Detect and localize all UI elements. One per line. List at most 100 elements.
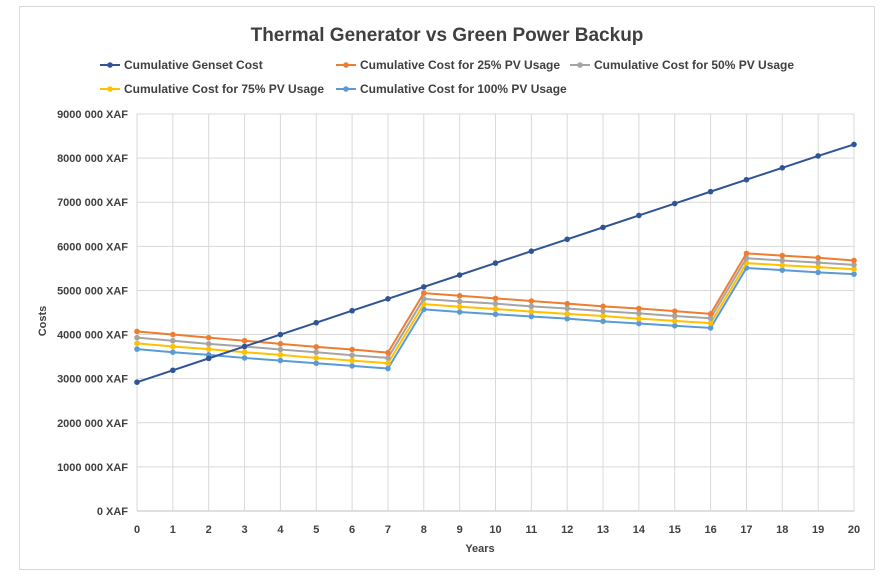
data-point (492, 300, 499, 307)
data-point (241, 355, 248, 361)
data-point (170, 367, 176, 374)
series-0 (134, 141, 857, 385)
x-tick-label: 19 (812, 524, 824, 536)
y-tick-label: 2000 000 XAF (57, 418, 128, 430)
y-axis-ticks: 0 XAF 1000 000 XAF 2000 000 XAF 3000 000 XA… (57, 109, 128, 518)
legend-label: Cumulative Cost for 25% PV Usage (360, 58, 560, 72)
legend-label: Cumulative Genset Cost (124, 58, 263, 72)
legend-item: Cumulative Cost for 100% PV Usage (336, 82, 567, 96)
data-point (456, 309, 463, 315)
y-tick-label: 7000 000 XAF (57, 197, 128, 209)
x-tick-label: 13 (597, 524, 609, 536)
data-point (241, 337, 248, 344)
y-axis-title: Costs (37, 306, 49, 337)
data-point (779, 267, 786, 273)
data-point (421, 290, 427, 296)
data-point (385, 296, 391, 302)
x-tick-label: 20 (848, 524, 860, 536)
data-point (564, 315, 570, 322)
data-point (313, 360, 320, 367)
data-point (779, 252, 786, 259)
data-point (815, 264, 821, 270)
legend-swatch-marker (107, 86, 113, 92)
y-tick-label: 8000 000 XAF (57, 153, 128, 165)
data-point (528, 248, 535, 254)
x-tick-label: 4 (277, 524, 284, 536)
data-point (600, 318, 606, 325)
x-tick-label: 9 (457, 524, 463, 536)
y-tick-label: 9000 000 XAF (57, 109, 128, 121)
data-point (170, 331, 176, 338)
data-point (456, 272, 463, 278)
x-axis-ticks: 0 1 2 3 4 5 6 7 8 9 10 11 12 13 14 15 16 17 18 19 20 (134, 524, 860, 536)
data-point (492, 260, 499, 266)
data-point (851, 141, 857, 148)
data-point (815, 255, 821, 261)
data-point (385, 349, 391, 356)
y-tick-label: 3000 000 XAF (57, 374, 128, 386)
x-tick-label: 6 (349, 524, 355, 536)
data-point (421, 284, 427, 290)
data-point (743, 250, 750, 257)
data-point (636, 320, 642, 327)
data-point (205, 341, 212, 347)
data-point (134, 340, 140, 347)
data-point (205, 355, 212, 362)
data-point (851, 262, 857, 268)
data-point (528, 313, 535, 320)
data-point (779, 257, 786, 264)
legend-swatch-marker (107, 62, 113, 68)
x-tick-label: 18 (776, 524, 788, 536)
legend-item: Cumulative Cost for 25% PV Usage (336, 58, 560, 72)
data-point (421, 296, 427, 302)
data-point (349, 307, 355, 314)
data-point (349, 357, 355, 364)
data-point (600, 224, 606, 231)
data-point (743, 176, 750, 183)
data-point (707, 315, 714, 322)
data-point (564, 300, 570, 307)
data-point (313, 349, 320, 356)
legend-swatch-marker (577, 62, 583, 68)
data-point (134, 334, 140, 341)
data-point (134, 346, 140, 352)
data-point (170, 337, 176, 344)
data-point (564, 311, 570, 317)
legend-label: Cumulative Cost for 100% PV Usage (360, 82, 567, 96)
data-point (313, 355, 320, 361)
data-point (707, 188, 714, 195)
data-point (134, 328, 140, 335)
legend-swatch-marker (343, 62, 349, 68)
data-point (671, 322, 678, 329)
data-point (349, 346, 355, 353)
data-point (456, 298, 463, 305)
data-point (815, 153, 821, 159)
data-point (528, 298, 535, 304)
x-axis-title: Years (465, 543, 494, 555)
x-tick-label: 12 (561, 524, 573, 536)
legend-label: Cumulative Cost for 50% PV Usage (594, 58, 794, 72)
data-point (636, 305, 642, 312)
data-point (636, 310, 642, 317)
y-tick-label: 0 XAF (97, 506, 128, 518)
data-point (600, 308, 606, 314)
x-tick-label: 5 (313, 524, 319, 536)
legend-item: Cumulative Cost for 75% PV Usage (100, 82, 324, 96)
data-point (170, 343, 176, 350)
legend-item: Cumulative Genset Cost (100, 58, 263, 72)
data-point (600, 313, 606, 319)
data-point (528, 308, 535, 315)
data-point (385, 360, 391, 367)
data-point (205, 334, 212, 341)
data-point (671, 200, 678, 207)
data-point (205, 346, 212, 352)
data-point (851, 266, 857, 273)
data-point (277, 331, 284, 338)
legend-item: Cumulative Cost for 50% PV Usage (570, 58, 794, 72)
data-point (671, 313, 678, 319)
data-point (277, 346, 284, 353)
y-tick-label: 5000 000 XAF (57, 285, 128, 297)
line-chart: Thermal Generator vs Green Power Backup … (37, 25, 860, 555)
data-point (779, 165, 786, 171)
data-point (492, 295, 499, 302)
